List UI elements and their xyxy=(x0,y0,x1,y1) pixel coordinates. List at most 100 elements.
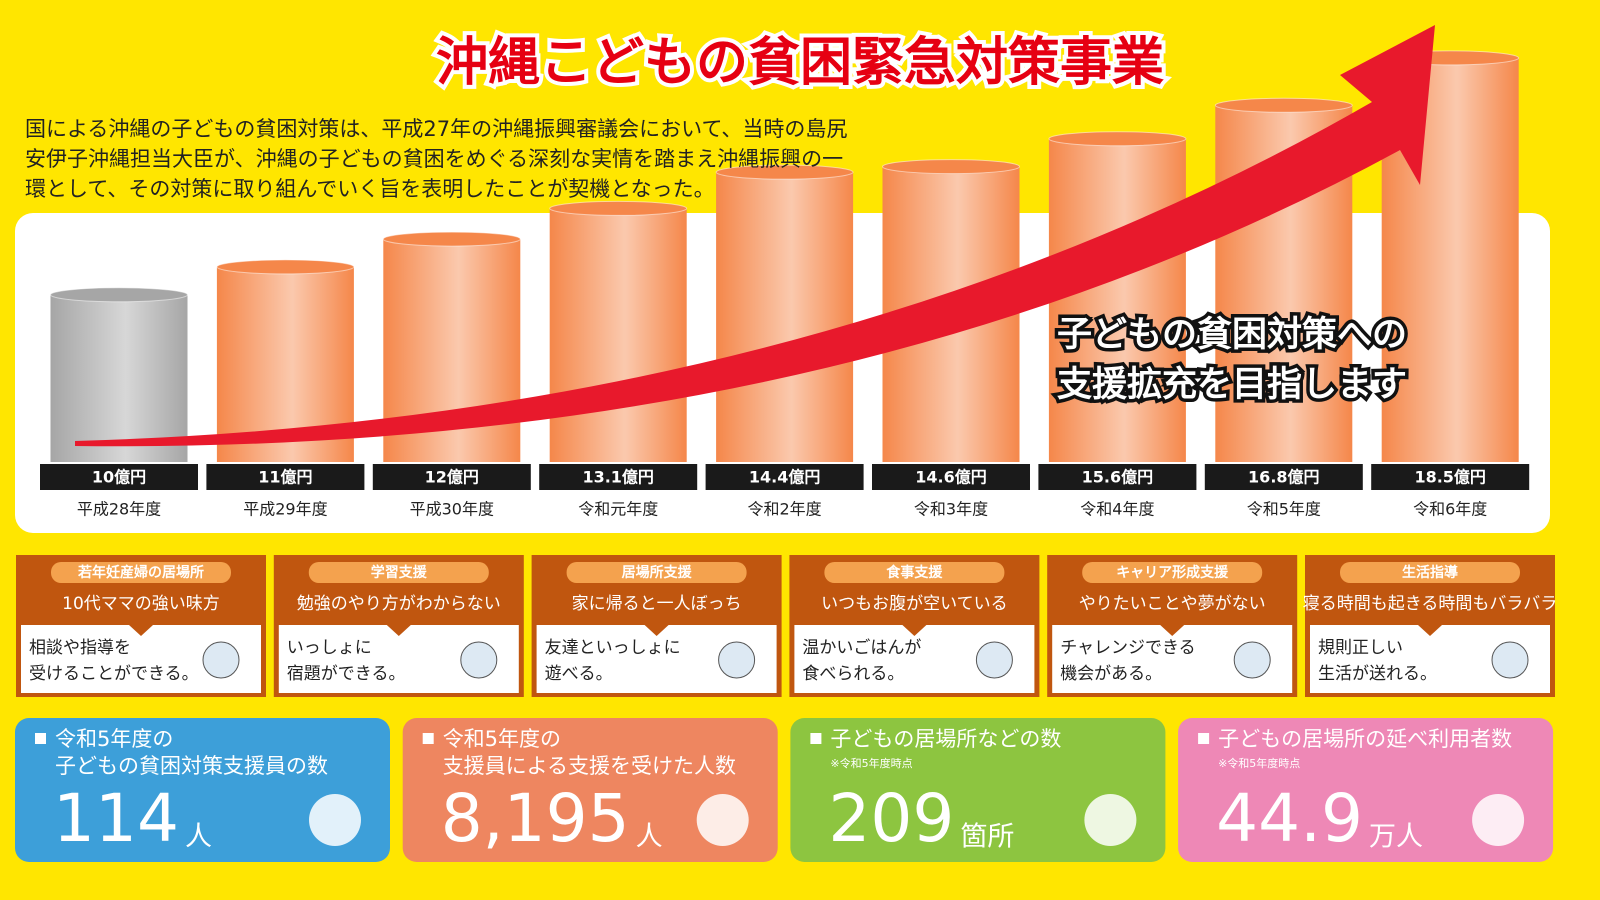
stat-label: 支援員による支援を受けた人数 xyxy=(443,754,736,778)
category-label: 平成28年度 xyxy=(77,500,161,519)
stat-illustration xyxy=(696,794,749,846)
bar-shine xyxy=(50,294,188,462)
card-text: いっしょに xyxy=(287,638,372,658)
stat-unit: 箇所 xyxy=(960,822,1014,853)
stat-unit: 万人 xyxy=(1369,822,1423,853)
card-notch xyxy=(902,625,927,636)
bar-top xyxy=(382,231,521,247)
intro-line: 安伊子沖縄担当大臣が、沖縄の子どもの貧困をめぐる深刻な実情を踏まえ沖縄振興の一 xyxy=(25,147,843,171)
stat-label: 令和5年度の xyxy=(55,727,173,751)
category-label: 令和4年度 xyxy=(1080,500,1154,519)
category-label: 平成29年度 xyxy=(243,500,327,519)
intro-line: 環として、その対策に取り組んでいく旨を表明したことが契機となった。 xyxy=(25,177,715,201)
stat-number: 114 xyxy=(53,780,179,857)
stat-bullet xyxy=(810,733,822,744)
stat-box xyxy=(402,718,778,862)
growth-arrow xyxy=(75,25,1435,447)
value-label: 14.4億円 xyxy=(749,468,820,487)
card-tag: 食事支援 xyxy=(886,564,943,581)
card-heading: 家に帰ると一人ぼっち xyxy=(572,594,742,614)
value-label-bg xyxy=(206,464,365,490)
intro-line: 国による沖縄の子どもの貧困対策は、平成27年の沖縄振興審議会において、当時の島尻 xyxy=(25,117,847,141)
bar-shine xyxy=(1048,138,1186,462)
value-label: 16.8億円 xyxy=(1248,468,1319,487)
value-label-bg xyxy=(1371,464,1530,490)
card-heading: 勉強のやり方がわからない xyxy=(297,594,501,614)
card-illustration xyxy=(460,641,498,679)
card-tag-bg xyxy=(566,562,747,583)
card-text: 食べられる。 xyxy=(802,664,904,684)
stat-label: 令和5年度の xyxy=(443,727,561,751)
value-label-bg xyxy=(705,464,864,490)
card-tag-bg xyxy=(308,562,489,583)
card-tag-bg xyxy=(1340,562,1520,583)
stat-label: 子どもの居場所などの数 xyxy=(830,727,1061,751)
bar-top xyxy=(549,200,688,216)
value-label: 13.1億円 xyxy=(582,468,653,487)
stat-illustration xyxy=(309,794,361,846)
stat-bullet xyxy=(1198,733,1210,744)
stat-number: 209 xyxy=(828,780,954,857)
category-label: 令和2年度 xyxy=(748,500,822,519)
value-label-bg xyxy=(1204,464,1363,490)
bar-top xyxy=(216,259,355,275)
card-notch xyxy=(1160,625,1185,636)
value-label: 11億円 xyxy=(258,468,312,487)
value-label: 10億円 xyxy=(92,468,146,487)
bar-top xyxy=(50,287,188,303)
stat-illustration xyxy=(1084,794,1137,846)
card-heading: 寝る時間も起きる時間もバラバラ xyxy=(1303,593,1558,614)
stat-bullet xyxy=(35,733,46,744)
card-tag: 若年妊産婦の居場所 xyxy=(77,564,204,581)
stat-illustration xyxy=(1472,794,1525,846)
card-tag-bg xyxy=(824,562,1005,583)
value-label-bg xyxy=(372,464,531,490)
card-tag-bg xyxy=(1082,562,1263,583)
bar-top xyxy=(715,164,854,180)
card-text: 規則正しい xyxy=(1318,638,1403,658)
stat-number: 44.9 xyxy=(1216,780,1363,857)
card-notch xyxy=(644,625,669,636)
stat-note: ※令和5年度時点 xyxy=(830,756,912,770)
card-text: 相談や指導を xyxy=(29,638,131,658)
stat-box xyxy=(15,718,390,862)
card-notch xyxy=(1418,625,1442,636)
stat-bullet xyxy=(422,733,434,744)
value-label-bg xyxy=(1038,464,1197,490)
card-tag: 生活指導 xyxy=(1402,564,1458,581)
card-heading: やりたいことや夢がない xyxy=(1079,594,1266,614)
card-text: チャレンジできる xyxy=(1060,638,1196,658)
value-label: 14.6億円 xyxy=(915,468,986,487)
value-label: 15.6億円 xyxy=(1082,468,1153,487)
card-tag: キャリア形成支援 xyxy=(1116,564,1229,581)
category-label: 令和5年度 xyxy=(1247,500,1321,519)
category-label: 令和元年度 xyxy=(578,500,658,519)
card-notch xyxy=(129,625,153,636)
card-text: 遊べる。 xyxy=(545,664,613,684)
callout: 子どもの貧困対策への xyxy=(1057,315,1407,355)
card-illustration xyxy=(1491,641,1529,679)
category-label: 平成30年度 xyxy=(410,500,494,519)
stat-number: 8,195 xyxy=(441,780,630,857)
stat-unit: 人 xyxy=(185,822,212,853)
stat-box xyxy=(1178,718,1554,862)
card-notch xyxy=(386,625,411,636)
stat-label: 子どもの居場所の延べ利用者数 xyxy=(1218,727,1512,751)
value-label-bg xyxy=(539,464,698,490)
card-tag: 居場所支援 xyxy=(622,564,693,581)
callout: 支援拡充を目指します xyxy=(1057,365,1407,405)
value-label-bg xyxy=(40,464,198,490)
card-heading: いつもお腹が空いている xyxy=(821,594,1008,614)
bar-top xyxy=(1048,131,1187,147)
card-text: 温かいごはんが xyxy=(802,638,921,658)
value-label: 18.5億円 xyxy=(1414,468,1485,487)
card-heading: 10代ママの強い味方 xyxy=(62,594,220,614)
bar-shine xyxy=(549,208,687,462)
stat-note: ※令和5年度時点 xyxy=(1218,756,1300,770)
value-label-bg xyxy=(872,464,1030,490)
category-label: 令和3年度 xyxy=(914,500,988,519)
card-tag-bg xyxy=(51,562,231,583)
card-tag: 学習支援 xyxy=(371,564,428,581)
